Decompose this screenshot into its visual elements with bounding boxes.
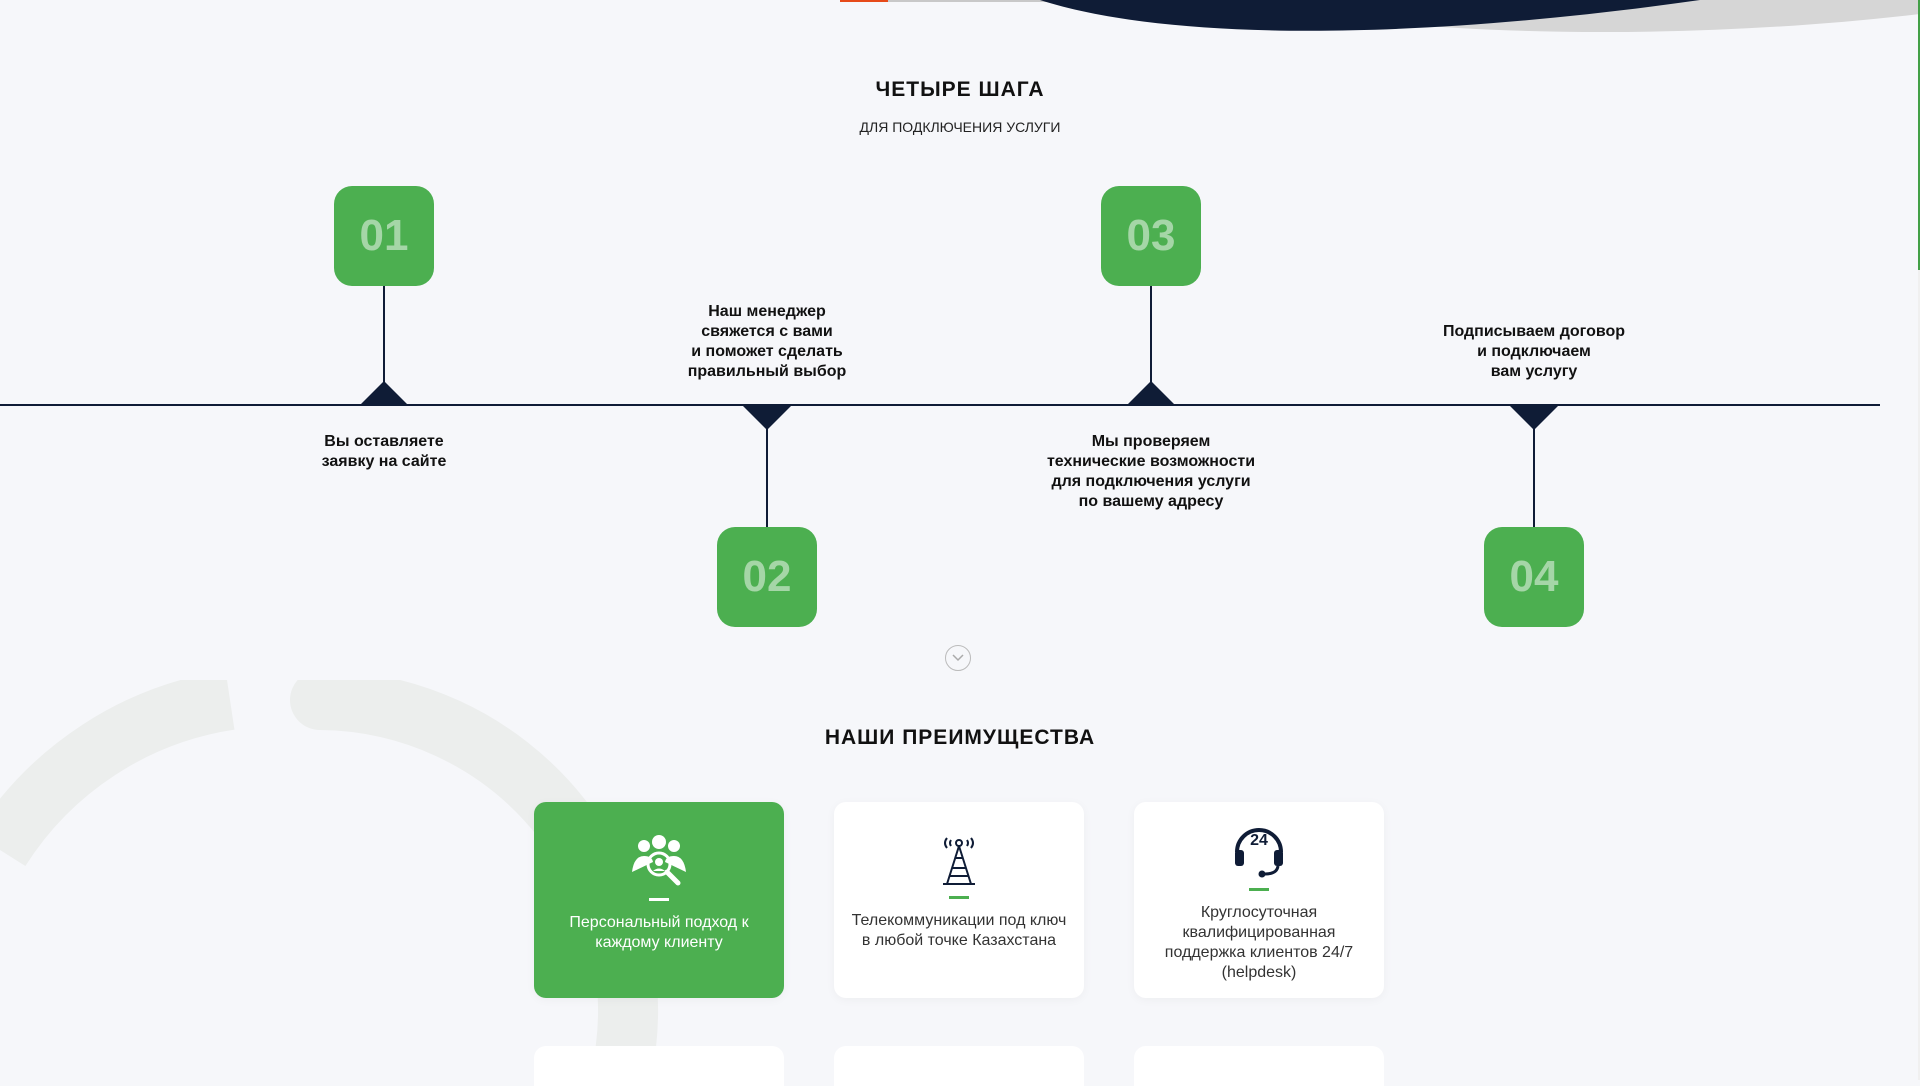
advantages-title: НАШИ ПРЕИМУЩЕСТВА <box>824 726 1096 749</box>
advantage-card-row2-3[interactable] <box>1134 1046 1384 1086</box>
header-decoration <box>840 0 1920 33</box>
chevron-down-icon <box>952 654 964 662</box>
steps-title: ЧЕТЫРЕ ШАГА <box>875 78 1045 101</box>
advantage-card-row2-2[interactable] <box>834 1046 1084 1086</box>
header-accent-bar-gray <box>888 0 1081 2</box>
card-divider <box>949 896 969 899</box>
step-01-badge: 01 <box>334 186 434 286</box>
step-number: 02 <box>742 552 792 601</box>
timeline-line <box>0 404 1880 406</box>
people-search-icon <box>632 835 686 886</box>
step-number: 03 <box>1126 211 1176 260</box>
step-number: 04 <box>1509 552 1559 601</box>
step-03-badge: 03 <box>1101 186 1201 286</box>
step-02-connector <box>766 426 768 527</box>
header-wave-navy <box>1040 0 1700 31</box>
step-02-text: Наш менеджер свяжется с вами и поможет с… <box>687 303 847 380</box>
step-02-badge: 02 <box>717 527 817 627</box>
step-04-connector <box>1533 426 1535 527</box>
step-01-connector <box>383 286 385 384</box>
steps-subtitle: ДЛЯ ПОДКЛЮЧЕНИЯ УСЛУГИ <box>859 119 1061 135</box>
scrollbar-track[interactable] <box>1918 0 1920 1080</box>
step-01-text: Вы оставляете заявку на сайте <box>321 433 447 470</box>
card-divider <box>649 898 669 901</box>
advantage-label: Телекоммуникации под ключ в любой точке … <box>851 912 1067 949</box>
step-03-text: Мы проверяем технические возможности для… <box>1046 433 1256 510</box>
step-number: 01 <box>359 211 409 260</box>
step-04-badge: 04 <box>1484 527 1584 627</box>
scroll-down-button[interactable] <box>945 645 971 671</box>
advantage-card-personal-approach[interactable]: Персональный подход к каждому клиенту <box>534 802 784 998</box>
step-03-marker <box>1127 381 1175 405</box>
step-04-text: Подписываем договор и подключаем вам усл… <box>1442 323 1626 380</box>
step-03-connector <box>1150 286 1152 384</box>
advantage-card-support[interactable]: 24 Круглосуточная квалифицированная подд… <box>1134 802 1384 998</box>
header-accent-bar-red <box>840 0 888 2</box>
advantage-label: Круглосуточная квалифицированная поддерж… <box>1164 904 1354 981</box>
advantage-card-row2-1[interactable] <box>534 1046 784 1086</box>
advantage-card-telecom[interactable]: Телекоммуникации под ключ в любой точке … <box>834 802 1084 998</box>
svg-text:24: 24 <box>1250 832 1268 849</box>
card-divider <box>1249 888 1269 891</box>
scrollbar-thumb[interactable] <box>1918 0 1920 270</box>
advantage-label: Персональный подход к каждому клиенту <box>569 914 749 951</box>
step-01-marker <box>360 381 408 405</box>
radio-tower-icon <box>943 837 975 885</box>
headset-24-icon: 24 <box>1235 828 1283 878</box>
